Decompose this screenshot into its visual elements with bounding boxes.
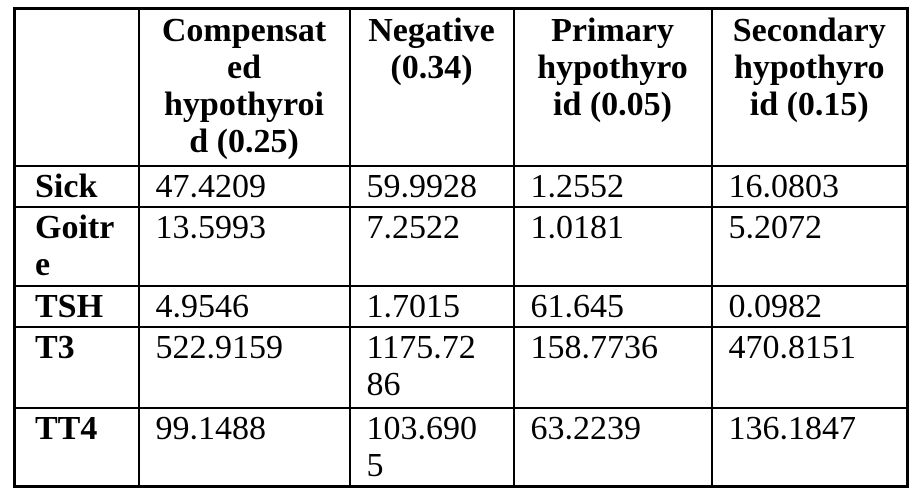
cell-sick-compensated: 47.4209 xyxy=(137,164,351,208)
table-container: Compensat ed hypothyroi d (0.25) Negativ… xyxy=(13,7,909,488)
row-label-goitre: Goitr e xyxy=(13,205,140,287)
cell-t3-negative: 1175.72 86 xyxy=(348,325,515,409)
header-row: Compensat ed hypothyroi d (0.25) Negativ… xyxy=(13,7,909,167)
cell-t3-primary: 158.7736 xyxy=(512,325,713,409)
cell-sick-primary: 1.2552 xyxy=(512,164,713,208)
table-row-goitre: Goitr e 13.5993 7.2522 1.0181 5.2072 xyxy=(13,205,909,287)
cell-t3-compensated: 522.9159 xyxy=(137,325,351,409)
cell-goitre-secondary: 5.2072 xyxy=(710,205,909,287)
cell-tsh-negative: 1.7015 xyxy=(348,284,515,328)
cell-tsh-primary: 61.645 xyxy=(512,284,713,328)
cell-tt4-secondary: 136.1847 xyxy=(710,406,909,488)
row-label-sick: Sick xyxy=(13,164,140,208)
cell-goitre-negative: 7.2522 xyxy=(348,205,515,287)
cell-goitre-compensated: 13.5993 xyxy=(137,205,351,287)
column-header-compensated-hypothyroid: Compensat ed hypothyroi d (0.25) xyxy=(137,7,351,167)
column-header-secondary-hypothyroid: Secondary hypothyro id (0.15) xyxy=(710,7,909,167)
row-label-tt4: TT4 xyxy=(13,406,140,488)
cell-tt4-primary: 63.2239 xyxy=(512,406,713,488)
cell-tt4-compensated: 99.1488 xyxy=(137,406,351,488)
cell-tsh-compensated: 4.9546 xyxy=(137,284,351,328)
thyroid-class-feature-table: Compensat ed hypothyroi d (0.25) Negativ… xyxy=(13,7,909,488)
column-header-primary-hypothyroid: Primary hypothyro id (0.05) xyxy=(512,7,713,167)
cell-tsh-secondary: 0.0982 xyxy=(710,284,909,328)
corner-cell xyxy=(13,7,140,167)
table-row-tsh: TSH 4.9546 1.7015 61.645 0.0982 xyxy=(13,284,909,328)
row-label-t3: T3 xyxy=(13,325,140,409)
table-row-tt4: TT4 99.1488 103.690 5 63.2239 136.1847 xyxy=(13,406,909,488)
cell-sick-negative: 59.9928 xyxy=(348,164,515,208)
column-header-negative: Negative (0.34) xyxy=(348,7,515,167)
row-label-tsh: TSH xyxy=(13,284,140,328)
cell-tt4-negative: 103.690 5 xyxy=(348,406,515,488)
cell-goitre-primary: 1.0181 xyxy=(512,205,713,287)
table-row-sick: Sick 47.4209 59.9928 1.2552 16.0803 xyxy=(13,164,909,208)
cell-t3-secondary: 470.8151 xyxy=(710,325,909,409)
table-row-t3: T3 522.9159 1175.72 86 158.7736 470.8151 xyxy=(13,325,909,409)
cell-sick-secondary: 16.0803 xyxy=(710,164,909,208)
